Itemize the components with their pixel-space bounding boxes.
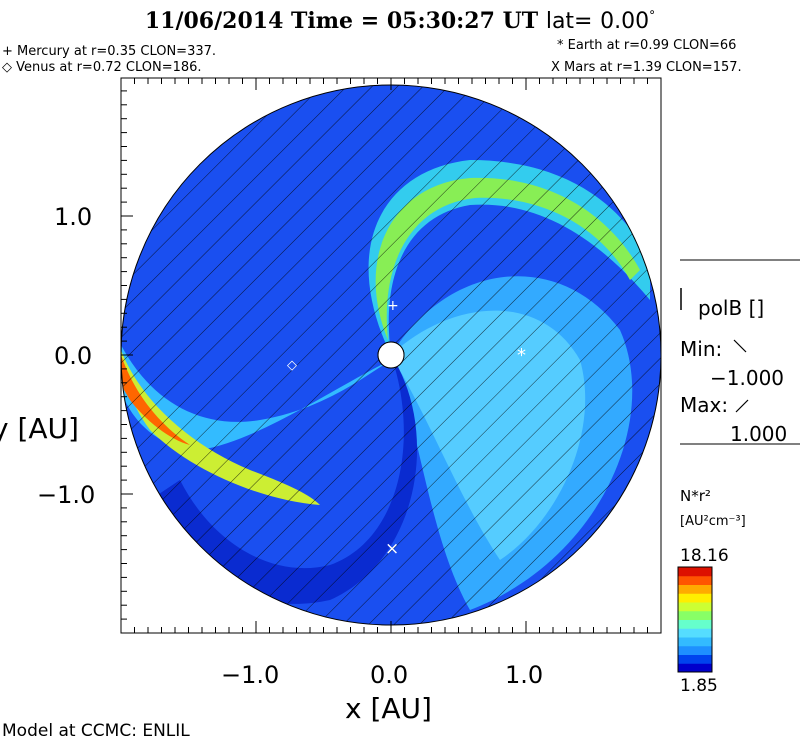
polarity-max-label: Max: <box>680 393 729 417</box>
venus-info: ◇ Venus at r=0.72 CLON=186. <box>2 60 202 75</box>
y-axis-title: y [AU] <box>0 412 79 445</box>
y-tick-label-0: 0.0 <box>54 342 93 370</box>
max-symbol <box>735 399 749 413</box>
colorbar-unit: [AU²cm⁻³] <box>680 514 746 529</box>
x-axis-title: x [AU] <box>345 692 432 725</box>
polarity-legend-title: polB [] <box>698 296 765 320</box>
colorbar-segment <box>678 584 712 594</box>
y-tick-label-minus1: −1.0 <box>37 481 96 509</box>
title-time: 05:30:27 <box>386 8 495 34</box>
title-lat-value: 0.00 <box>600 9 650 34</box>
title-time-label: Time = <box>291 8 380 34</box>
mercury-marker: + <box>387 298 399 314</box>
colorbar-segment <box>678 637 712 647</box>
colorbar-frame <box>677 566 713 673</box>
title-date: 11/06/2014 <box>144 8 284 34</box>
mars-info: X Mars at r=1.39 CLON=157. <box>551 60 742 75</box>
colorbar-segment <box>678 610 712 620</box>
colorbar-segment <box>678 619 712 629</box>
polarity-max-value: 1.000 <box>730 422 788 446</box>
y-tick-marks <box>121 90 133 634</box>
polarity-min-label: Min: <box>680 337 723 361</box>
colorbar-min: 1.85 <box>680 676 718 696</box>
x-tick-label-minus1: −1.0 <box>221 661 280 689</box>
colorbar-segment <box>678 654 712 664</box>
title-lat-unit: ° <box>649 8 656 23</box>
mars-marker: × <box>385 539 400 559</box>
colorbar-segment <box>678 567 712 577</box>
y-tick-label-1: 1.0 <box>54 203 93 231</box>
title-time-unit: UT <box>502 8 539 34</box>
x-tick-label-1: 1.0 <box>505 661 544 689</box>
min-symbol <box>733 339 747 353</box>
mercury-info: + Mercury at r=0.35 CLON=337. <box>2 44 217 59</box>
x-tick-label-0: 0.0 <box>370 661 409 689</box>
colorbar-segment <box>678 602 712 612</box>
polarity-min-value: −1.000 <box>710 366 785 390</box>
colorbar-segment <box>678 593 712 603</box>
earth-marker: * <box>517 345 526 366</box>
earth-info: * Earth at r=0.99 CLON=66 <box>557 38 737 53</box>
colorbar-segment <box>678 575 712 585</box>
colorbar-max: 18.16 <box>680 546 729 566</box>
colorbar-segment <box>678 663 712 673</box>
colorbar-segment <box>678 628 712 638</box>
model-credit: Model at CCMC: ENLIL <box>2 721 190 741</box>
density-disc <box>121 85 661 625</box>
colorbar <box>678 567 712 673</box>
colorbar-label: N*r² <box>680 487 711 505</box>
x-tick-marks <box>120 78 662 633</box>
plot-title: 11/06/2014 Time = 05:30:27 UT lat= 0.00° <box>0 8 800 34</box>
venus-marker: ◇ <box>287 358 297 373</box>
colorbar-segment <box>678 645 712 655</box>
title-lat-label: lat= <box>545 9 593 34</box>
